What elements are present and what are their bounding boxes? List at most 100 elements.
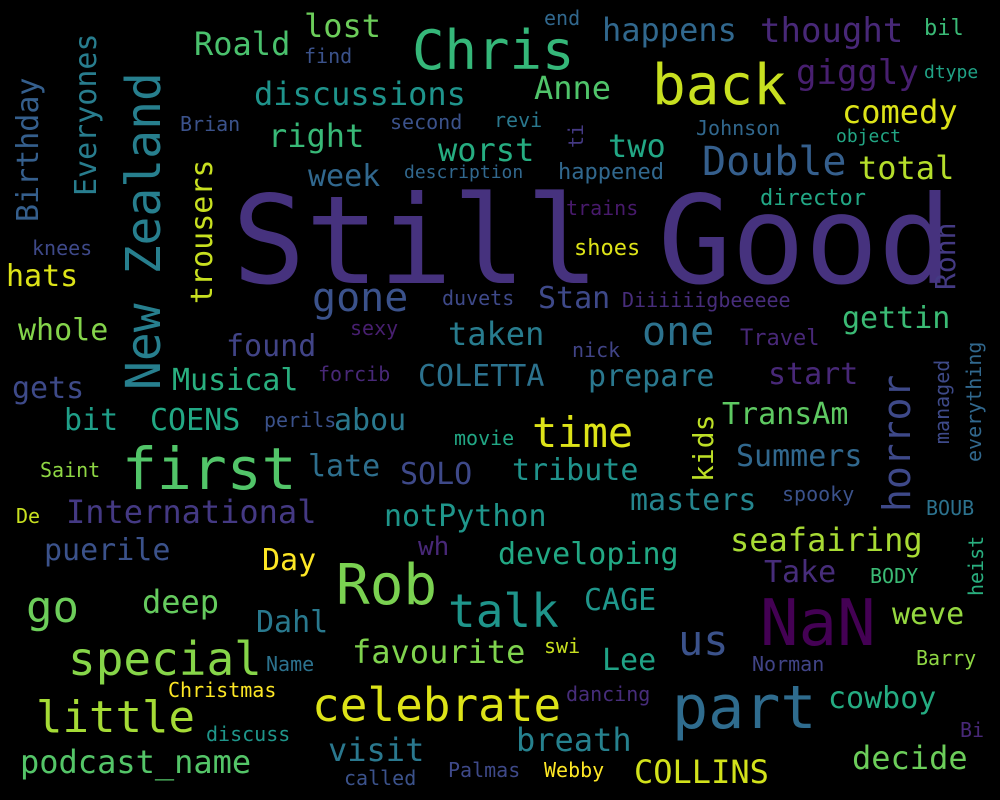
word: abou: [334, 403, 407, 438]
word: happens: [602, 11, 737, 49]
word: masters: [630, 483, 757, 518]
word: start: [768, 357, 859, 392]
word: found: [226, 329, 317, 364]
word: Johnson: [696, 116, 781, 140]
word: total: [858, 149, 955, 187]
word: Day: [262, 543, 317, 578]
word: BOUB: [926, 496, 975, 520]
word: find: [304, 44, 353, 68]
word: talk: [448, 584, 559, 638]
word: right: [268, 117, 365, 155]
word: nick: [572, 338, 621, 362]
word: COLLINS: [634, 753, 769, 791]
word: first: [122, 435, 297, 503]
word: little: [36, 692, 195, 743]
word: description: [404, 162, 524, 183]
word: deep: [142, 583, 220, 621]
word: celebrate: [312, 678, 562, 732]
word: happened: [558, 160, 664, 185]
word: called: [344, 766, 417, 790]
word: swi: [544, 634, 581, 658]
word: weve: [892, 597, 965, 632]
word: special: [68, 632, 262, 686]
word: Roald: [194, 25, 291, 63]
word: worst: [438, 131, 535, 169]
word: time: [532, 408, 634, 457]
word: end: [544, 6, 581, 30]
word: hats: [6, 259, 79, 294]
word: visit: [328, 731, 425, 769]
word: tribute: [512, 453, 639, 488]
word: giggly: [796, 53, 919, 93]
word: NaN: [760, 587, 876, 661]
word: breath: [516, 721, 632, 759]
word: us: [678, 616, 729, 665]
word: De: [16, 504, 41, 528]
word: lost: [304, 7, 382, 45]
word: Rob: [336, 553, 438, 618]
word: bil: [924, 16, 964, 41]
word: gets: [12, 371, 85, 406]
word: back: [652, 53, 787, 118]
word: gone: [312, 275, 409, 321]
word: spooky: [782, 482, 855, 506]
word: two: [608, 127, 666, 165]
word: Stan: [538, 281, 611, 316]
word: TransAm: [722, 397, 849, 432]
word: Dahl: [256, 605, 329, 640]
word: Summers: [736, 439, 863, 474]
word: New Zealand: [116, 72, 172, 390]
word: discussions: [254, 75, 466, 113]
word: Lee: [602, 643, 657, 678]
word: thought: [760, 11, 904, 51]
word: decide: [852, 739, 968, 777]
word: Take: [764, 555, 837, 590]
word: shoes: [574, 236, 641, 261]
word: puerile: [44, 533, 171, 568]
word: late: [308, 449, 381, 484]
word: CAGE: [584, 583, 657, 618]
word: taken: [448, 315, 545, 353]
word: podcast_name: [20, 743, 252, 781]
word: dancing: [566, 682, 651, 706]
word: revi: [494, 108, 543, 132]
word: notPython: [384, 499, 547, 534]
word: Saint: [40, 458, 101, 482]
word: Everyones: [69, 33, 104, 196]
word: go: [26, 582, 79, 633]
word: BODY: [870, 564, 919, 588]
word: prepare: [588, 359, 715, 394]
word: SOLO: [400, 457, 473, 492]
word: bit: [64, 403, 119, 438]
word: heist: [964, 535, 988, 596]
word: whole: [18, 313, 109, 348]
word: favourite: [352, 633, 526, 671]
word: wh: [418, 532, 450, 562]
word: COLETTA: [418, 359, 545, 394]
word: Birthday: [11, 77, 46, 223]
word: trousers: [185, 159, 220, 305]
word: Bi: [960, 718, 985, 742]
word: knees: [32, 236, 93, 260]
word: kids: [687, 414, 720, 482]
word: duvets: [442, 286, 515, 310]
word: movie: [454, 426, 515, 450]
word: comedy: [842, 93, 958, 131]
word: Barry: [916, 646, 977, 670]
word: cowboy: [828, 681, 937, 716]
word: perils: [264, 408, 337, 432]
word: horror: [875, 374, 919, 512]
word: seafairing: [730, 521, 923, 559]
word: trains: [566, 196, 639, 220]
word: COENS: [150, 403, 241, 438]
word: Musical: [172, 363, 299, 398]
word: Norman: [752, 652, 825, 676]
word: managed: [930, 359, 954, 444]
word: Double: [702, 139, 847, 185]
word: Good: [658, 170, 952, 312]
word: International: [66, 493, 317, 531]
word: Chris: [412, 19, 575, 82]
word: week: [308, 159, 381, 194]
word: Palmas: [448, 758, 521, 782]
